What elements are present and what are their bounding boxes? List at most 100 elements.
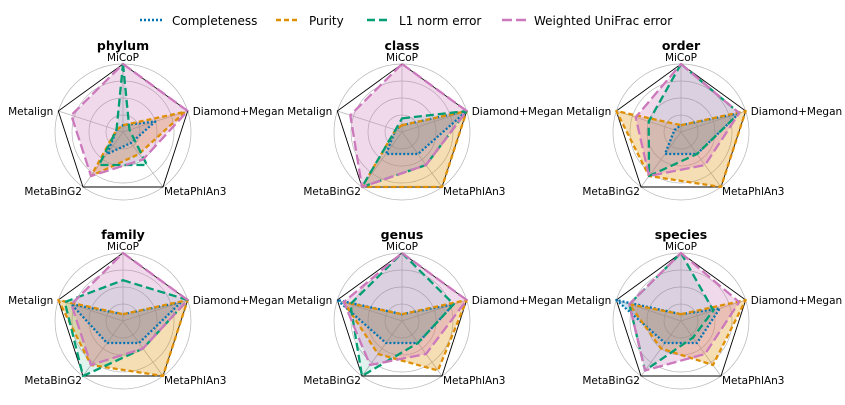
series-line-purity bbox=[342, 298, 468, 372]
grid-spoke bbox=[401, 131, 443, 188]
series-line-weighted-unifrac-error bbox=[349, 62, 468, 189]
series-line-l1-norm-error bbox=[97, 62, 149, 167]
series-area-l1-norm-error bbox=[362, 111, 467, 187]
series-area-purity bbox=[362, 111, 467, 187]
axis-label-micop: MiCoP bbox=[665, 241, 697, 253]
radar-frame bbox=[615, 63, 747, 188]
axis-label-metabing2: MetaBinG2 bbox=[303, 375, 361, 387]
grid-spoke bbox=[401, 110, 467, 133]
axis-label-micop: MiCoP bbox=[665, 52, 697, 64]
axis-label-metaphlan3: MetaPhlAn3 bbox=[443, 375, 506, 387]
series-line-weighted-unifrac-error bbox=[634, 62, 741, 178]
series-area-completeness bbox=[107, 121, 156, 154]
series-area-weighted-unifrac-error bbox=[71, 64, 188, 176]
axis-label-metaphlan3: MetaPhlAn3 bbox=[443, 186, 506, 198]
axis-label-diamond-megan: Diamond+Megan bbox=[193, 295, 284, 307]
series-area-purity bbox=[91, 111, 186, 176]
axis-label-metabing2: MetaBinG2 bbox=[24, 186, 82, 198]
series-area-weighted-unifrac-error bbox=[343, 253, 467, 365]
series-area-purity bbox=[629, 300, 746, 365]
grid-spoke bbox=[680, 131, 722, 188]
axis-label-metalign: Metalign bbox=[287, 106, 332, 118]
radar-frame bbox=[57, 252, 189, 377]
series-area-weighted-unifrac-error bbox=[71, 253, 188, 365]
axis-label-metaphlan3: MetaPhlAn3 bbox=[164, 375, 227, 387]
axis-label-metaphlan3: MetaPhlAn3 bbox=[722, 375, 785, 387]
series-area-completeness bbox=[616, 300, 720, 343]
axis-label-metalign: Metalign bbox=[566, 106, 611, 118]
axis-label-metaphlan3: MetaPhlAn3 bbox=[164, 186, 227, 198]
series-line-completeness bbox=[336, 298, 455, 345]
panel-title: genus bbox=[381, 227, 424, 242]
axis-label-diamond-megan: Diamond+Megan bbox=[751, 295, 842, 307]
series-area-l1-norm-error bbox=[64, 280, 188, 376]
series-area-purity bbox=[343, 300, 467, 371]
grid-spoke bbox=[401, 299, 467, 322]
panel-title: family bbox=[101, 227, 145, 242]
panel-title: class bbox=[384, 38, 419, 53]
axis-label-micop: MiCoP bbox=[107, 52, 139, 64]
series-line-l1-norm-error bbox=[349, 251, 455, 378]
axis-label-metalign: Metalign bbox=[8, 106, 53, 118]
series-area-purity bbox=[58, 300, 188, 376]
radar-frame bbox=[336, 252, 468, 377]
series-area-weighted-unifrac-error bbox=[629, 253, 740, 371]
legend-label-purity: Purity bbox=[309, 14, 344, 28]
axis-label-diamond-megan: Diamond+Megan bbox=[472, 295, 563, 307]
legend-label-l1-norm-error: L1 norm error bbox=[399, 14, 481, 28]
panel-title: species bbox=[655, 227, 707, 242]
grid-spoke bbox=[680, 110, 746, 133]
series-area-completeness bbox=[71, 302, 182, 343]
series-line-weighted-unifrac-error bbox=[70, 251, 189, 367]
grid-spoke bbox=[122, 299, 188, 322]
axis-label-diamond-megan: Diamond+Megan bbox=[193, 106, 284, 118]
axis-label-metabing2: MetaBinG2 bbox=[582, 375, 640, 387]
series-area-l1-norm-error bbox=[99, 64, 147, 165]
grid-spoke bbox=[58, 299, 124, 322]
series-line-weighted-unifrac-error bbox=[70, 62, 189, 178]
grid-spoke bbox=[361, 320, 403, 377]
axis-label-micop: MiCoP bbox=[107, 241, 139, 253]
radar-frame bbox=[57, 63, 189, 188]
series-line-l1-norm-error bbox=[360, 109, 468, 189]
grid-spoke bbox=[82, 320, 124, 377]
series-area-completeness bbox=[665, 113, 740, 154]
radar-frame bbox=[615, 252, 747, 377]
grid-spoke bbox=[337, 110, 403, 133]
series-line-weighted-unifrac-error bbox=[628, 251, 741, 372]
axis-label-metalign: Metalign bbox=[287, 295, 332, 307]
series-line-purity bbox=[360, 109, 468, 189]
axis-label-metabing2: MetaBinG2 bbox=[303, 186, 361, 198]
grid-spoke bbox=[401, 320, 443, 377]
series-area-l1-norm-error bbox=[648, 64, 740, 176]
chart-panels: phylumMiCoPDiamond+MeganMetaPhlAn3MetaBi… bbox=[8, 38, 842, 390]
series-line-weighted-unifrac-error bbox=[342, 251, 468, 367]
grid-spoke bbox=[58, 110, 124, 133]
legend-label-weighted-unifrac-error: Weighted UniFrac error bbox=[534, 14, 672, 28]
axis-label-metalign: Metalign bbox=[566, 295, 611, 307]
series-area-completeness bbox=[337, 300, 454, 343]
series-area-completeness bbox=[386, 111, 467, 154]
axis-label-metalign: Metalign bbox=[8, 295, 53, 307]
panel-title: phylum bbox=[97, 38, 149, 53]
series-line-purity bbox=[628, 298, 747, 367]
legend: Completeness Purity L1 norm error Weighted … bbox=[140, 14, 672, 28]
legend-label-completeness: Completeness bbox=[172, 14, 257, 28]
axis-label-metabing2: MetaBinG2 bbox=[24, 375, 82, 387]
grid-spoke bbox=[680, 320, 722, 377]
axis-label-metaphlan3: MetaPhlAn3 bbox=[722, 186, 785, 198]
axis-label-diamond-megan: Diamond+Megan bbox=[751, 106, 842, 118]
axis-label-metabing2: MetaBinG2 bbox=[582, 186, 640, 198]
series-line-l1-norm-error bbox=[628, 251, 715, 372]
axis-label-diamond-megan: Diamond+Megan bbox=[472, 106, 563, 118]
axis-label-micop: MiCoP bbox=[386, 52, 418, 64]
panel-title: order bbox=[662, 38, 701, 53]
axis-label-micop: MiCoP bbox=[386, 241, 418, 253]
